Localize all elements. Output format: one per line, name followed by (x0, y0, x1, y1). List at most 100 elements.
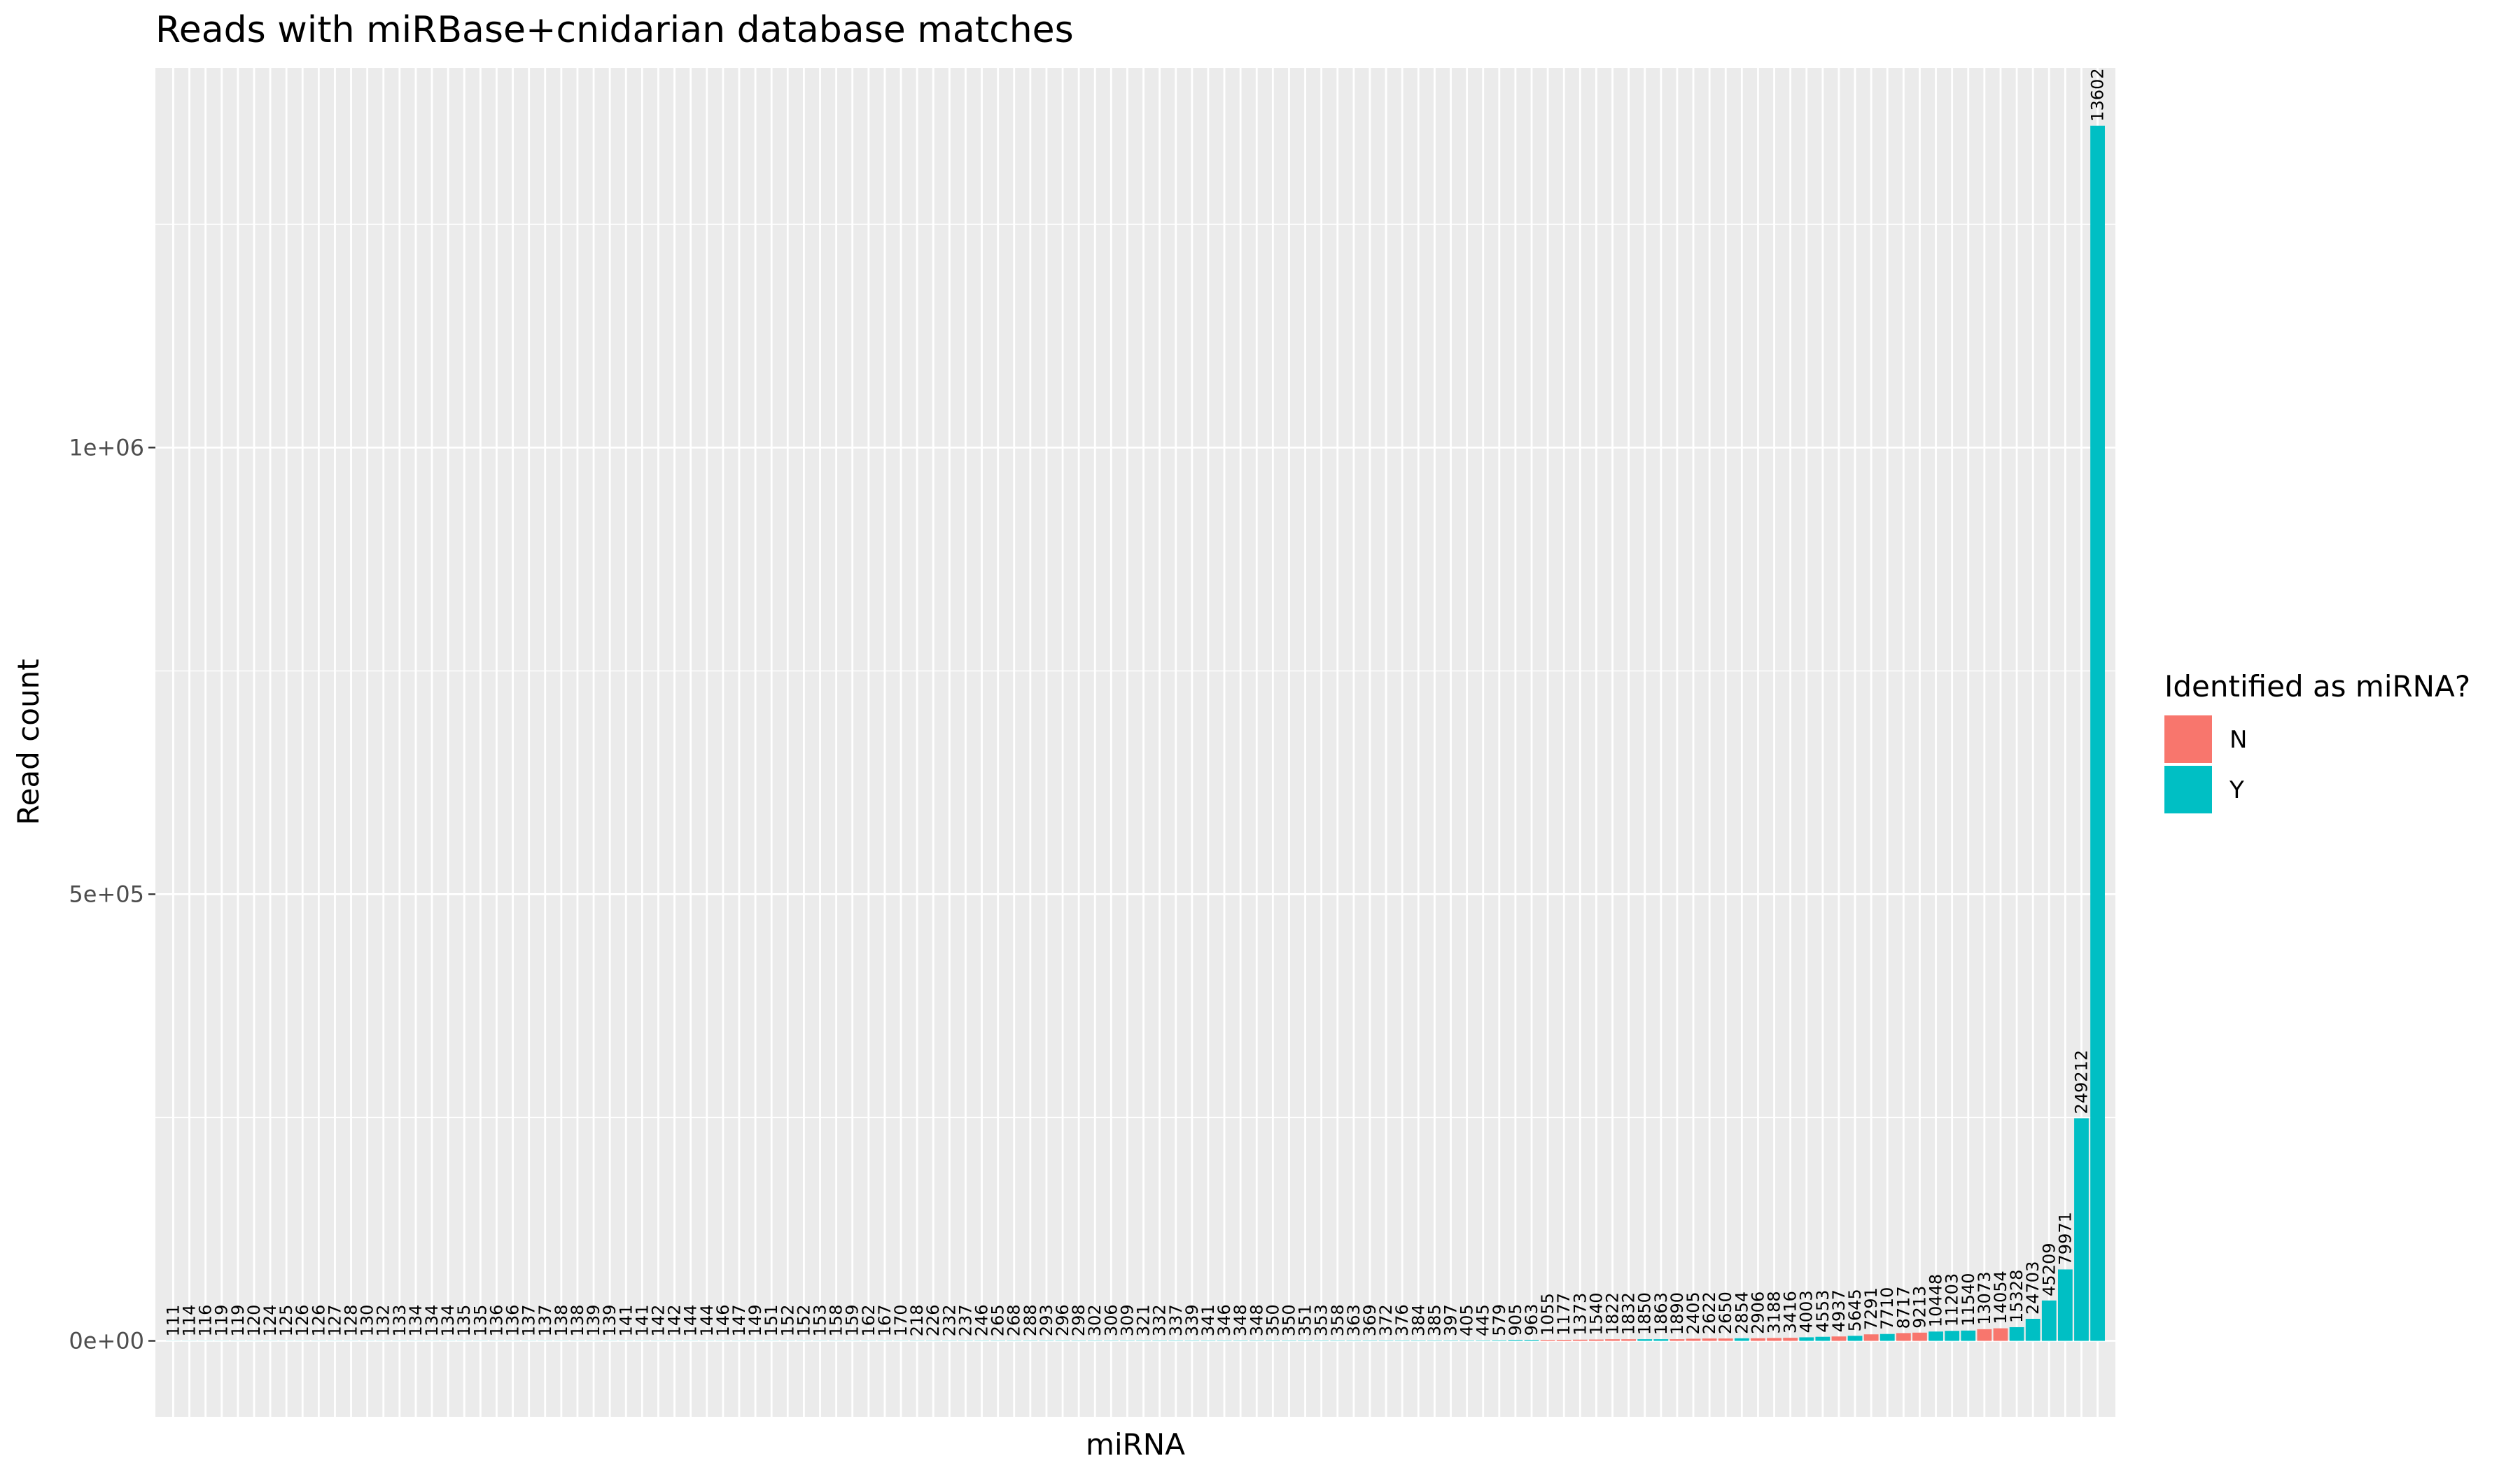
legend: Identified as miRNA? N Y (2164, 669, 2470, 813)
data-label: 142 (648, 1305, 668, 1337)
data-label: 445 (1474, 1304, 1493, 1336)
data-label: 119 (228, 1305, 248, 1337)
data-label: 144 (697, 1305, 717, 1337)
bar (1572, 1339, 1588, 1341)
bar (1637, 1339, 1653, 1341)
data-label: 341 (1198, 1304, 1218, 1336)
bar (1443, 1340, 1458, 1341)
bar (2090, 125, 2105, 1341)
data-label: 114 (180, 1305, 200, 1337)
legend-label-y: Y (2229, 776, 2244, 804)
data-label: 579 (1490, 1304, 1509, 1336)
data-label: 126 (309, 1305, 328, 1337)
data-label: 265 (988, 1304, 1008, 1336)
y-tick-label: 0e+00 (69, 1328, 144, 1354)
data-label: 288 (1021, 1304, 1040, 1336)
data-label: 351 (1296, 1304, 1315, 1336)
data-label: 372 (1376, 1304, 1396, 1336)
bars (166, 125, 2105, 1341)
data-label: 127 (325, 1305, 344, 1337)
data-label: 332 (1150, 1304, 1170, 1336)
plot-panel (155, 68, 2115, 1417)
data-label: 13602 (2088, 68, 2108, 121)
data-label: 24703 (2023, 1261, 2043, 1315)
bar (2057, 1269, 2073, 1341)
data-label: 120 (244, 1305, 264, 1337)
bar (1783, 1338, 1798, 1341)
data-label: 45209 (2039, 1242, 2059, 1296)
data-label: 2906 (1748, 1292, 1768, 1334)
data-label: 346 (1214, 1304, 1234, 1336)
data-label: 350 (1279, 1304, 1298, 1336)
data-label: 133 (390, 1305, 410, 1337)
bar (2025, 1319, 2040, 1341)
bar (1476, 1340, 1491, 1341)
data-label: 348 (1247, 1304, 1266, 1336)
bar (1831, 1336, 1847, 1341)
data-label: 337 (1166, 1304, 1186, 1336)
bar (1460, 1340, 1474, 1341)
bar (1734, 1338, 1749, 1341)
data-label: 116 (196, 1305, 216, 1337)
data-label: 348 (1231, 1304, 1250, 1336)
data-label: 3416 (1781, 1291, 1800, 1334)
data-label: 158 (827, 1305, 846, 1337)
data-label: 218 (907, 1304, 927, 1336)
data-label: 139 (584, 1305, 603, 1337)
data-label: 134 (422, 1305, 442, 1337)
data-label: 384 (1408, 1304, 1428, 1336)
data-labels: 1111141161191191201241251261261271281301… (163, 68, 2107, 1336)
data-label: 79971 (2055, 1212, 2075, 1265)
data-label: 397 (1441, 1304, 1460, 1336)
bar (1945, 1331, 1960, 1341)
bar (1928, 1331, 1943, 1341)
data-label: 268 (1004, 1304, 1024, 1336)
data-label: 136 (486, 1305, 506, 1337)
data-label: 237 (955, 1304, 975, 1336)
data-label: 125 (276, 1305, 296, 1337)
data-label: 138 (568, 1305, 587, 1337)
data-label: 13073 (1975, 1271, 1994, 1324)
data-label: 135 (454, 1305, 474, 1337)
data-label: 130 (358, 1305, 377, 1337)
data-label: 358 (1328, 1304, 1348, 1336)
bar (1751, 1338, 1765, 1341)
bar (1702, 1338, 1717, 1341)
data-label: 11540 (1959, 1273, 1978, 1326)
bar (1621, 1339, 1637, 1341)
data-label: 147 (729, 1305, 749, 1337)
data-label: 7291 (1861, 1287, 1881, 1330)
data-label: 151 (762, 1305, 781, 1337)
data-label: 142 (665, 1305, 685, 1337)
data-label: 2405 (1684, 1292, 1703, 1334)
data-label: 1055 (1538, 1293, 1558, 1336)
data-label: 353 (1312, 1304, 1331, 1336)
data-label: 376 (1392, 1304, 1412, 1336)
data-label: 14054 (1991, 1270, 2010, 1324)
data-label: 1890 (1667, 1292, 1687, 1335)
data-label: 298 (1069, 1304, 1088, 1336)
bar (1718, 1338, 1733, 1341)
data-label: 162 (859, 1305, 878, 1337)
bar (1847, 1336, 1863, 1341)
data-label: 302 (1085, 1304, 1105, 1336)
data-label: 350 (1263, 1304, 1282, 1336)
bar (1993, 1328, 2008, 1341)
data-label: 385 (1424, 1304, 1444, 1336)
data-label: 146 (713, 1305, 733, 1337)
data-label: 4553 (1813, 1290, 1833, 1333)
bar (1977, 1329, 1992, 1341)
data-label: 4003 (1797, 1290, 1816, 1333)
data-label: 1822 (1603, 1292, 1623, 1335)
bar (1815, 1336, 1830, 1341)
grid-lines (155, 68, 2115, 1417)
bar (2074, 1118, 2089, 1341)
data-label: 132 (374, 1305, 393, 1337)
data-label: 321 (1134, 1304, 1154, 1336)
data-label: 170 (891, 1304, 911, 1336)
bar (1653, 1339, 1669, 1341)
data-label: 4937 (1829, 1289, 1849, 1332)
x-axis-title: miRNA (1086, 1427, 1185, 1462)
bar (1961, 1330, 1976, 1341)
